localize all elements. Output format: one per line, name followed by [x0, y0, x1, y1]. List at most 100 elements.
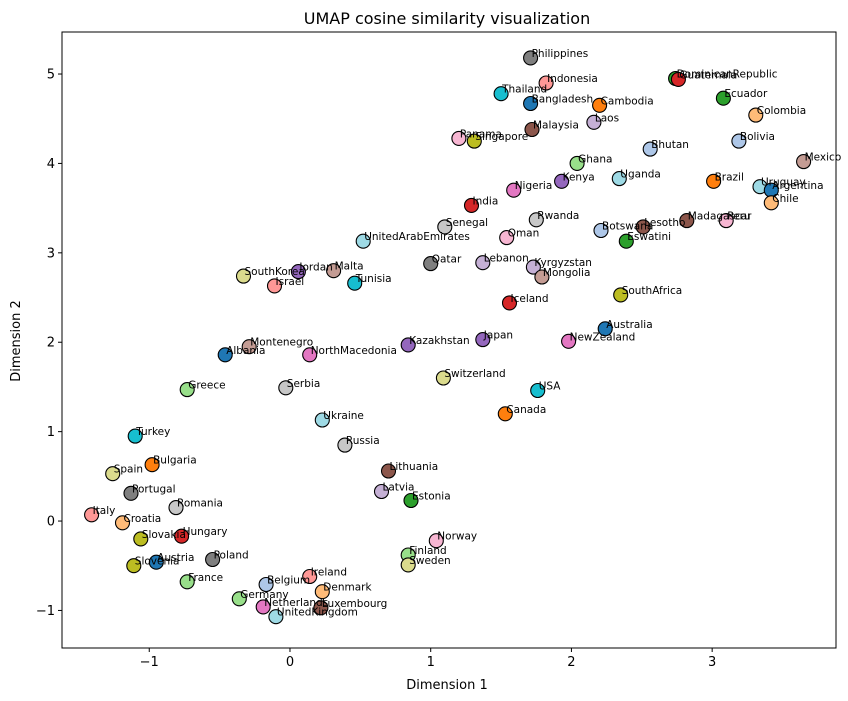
data-point-uganda [611, 171, 627, 187]
point-label-lebanon: Lebanon [484, 253, 529, 265]
data-point-nigeria [506, 182, 522, 198]
data-point-indonesia [538, 75, 554, 91]
data-point-bhutan [642, 141, 658, 157]
y-axis-label: Dimension 2 [9, 300, 24, 382]
point-label-bulgaria: Bulgaria [153, 455, 197, 467]
x-tick-label: 3 [708, 655, 716, 670]
point-label-portugal: Portugal [132, 483, 176, 495]
data-point-malta [326, 263, 342, 279]
point-label-botswana: Botswana [602, 221, 653, 233]
point-label-israel: Israel [276, 276, 305, 288]
data-point-bulgaria [144, 457, 160, 473]
point-label-peru: Peru [727, 211, 750, 223]
point-label-eswatini: Eswatini [627, 231, 671, 243]
data-point-austria [148, 554, 164, 570]
point-label-cambodia: Cambodia [601, 95, 654, 107]
y-tick-label: 2 [47, 336, 55, 351]
y-axis-ticks: −1 0 1 2 3 4 5 [36, 68, 62, 619]
data-point-estonia [403, 492, 419, 509]
y-tick-label: −1 [36, 604, 55, 619]
point-label-ukraine: Ukraine [323, 410, 364, 422]
data-point-malaysia [524, 121, 540, 138]
data-point-tunisia [347, 275, 363, 291]
data-point-lebanon [475, 255, 491, 271]
data-point-unitedkingdom [268, 609, 284, 625]
point-label-poland: Poland [214, 550, 249, 562]
point-label-uruguay: Uruguay [761, 177, 806, 189]
point-label-ireland: Ireland [311, 567, 347, 579]
data-point-switzerland [435, 370, 451, 386]
point-label-dominicanrepublic: DominicanRepublic [677, 69, 778, 81]
point-label-france: France [188, 572, 223, 584]
data-point-ecuador [715, 90, 731, 106]
point-label-denmark: Denmark [323, 582, 372, 594]
point-label-southafrica: SouthAfrica [622, 285, 682, 297]
point-label-unitedarabemirates: UnitedArabEmirates [364, 231, 470, 243]
data-point-unitedarabemirates [355, 233, 371, 249]
point-label-panama: Panama [460, 128, 502, 140]
point-label-hungary: Hungary [183, 526, 228, 538]
point-label-colombia: Colombia [757, 105, 806, 117]
point-label-greece: Greece [188, 380, 225, 392]
y-tick-label: 5 [47, 68, 55, 83]
point-label-india: India [473, 195, 499, 207]
x-tick-label: −1 [140, 655, 159, 670]
point-label-chile: Chile [772, 193, 798, 205]
data-point-spain [105, 466, 121, 482]
data-point-france [179, 574, 195, 590]
data-point-japan [475, 332, 491, 348]
point-label-spain: Spain [114, 464, 143, 476]
point-label-argentina: Argentina [772, 180, 823, 192]
data-point-colombia [748, 107, 764, 123]
data-point-netherlands [255, 599, 271, 615]
data-point-turkey [127, 428, 143, 444]
point-label-lithuania: Lithuania [390, 461, 439, 473]
data-point-jordan [290, 264, 306, 280]
point-label-usa: USA [539, 381, 562, 393]
point-label-montenegro: Montenegro [250, 337, 313, 349]
data-point-latvia [373, 483, 390, 500]
point-label-northmacedonia: NorthMacedonia [311, 345, 397, 357]
point-label-guatemala: Guatemala [679, 69, 737, 81]
data-point-botswana [593, 222, 609, 239]
data-point-qatar [423, 256, 439, 272]
point-label-austria: Austria [157, 552, 194, 564]
point-label-bolivia: Bolivia [740, 131, 775, 143]
data-point-australia [597, 321, 613, 337]
data-point-guatemala [670, 71, 686, 87]
point-label-finland: Finland [409, 545, 447, 557]
labels-layer: Philippines Indonesia DominicanRepublicGua… [93, 48, 842, 619]
data-point-montenegro [241, 339, 257, 355]
data-point-kyrgyzstan [525, 259, 541, 275]
point-label-singapore: Singapore [475, 131, 528, 143]
data-point-ghana [569, 155, 585, 171]
point-label-sweden: Sweden [409, 555, 451, 567]
data-point-mexico [796, 154, 812, 170]
data-point-laos [586, 114, 602, 130]
data-point-panama [451, 130, 467, 146]
data-point-rwanda [528, 212, 544, 228]
data-point-albania [217, 347, 233, 363]
data-point-portugal [123, 485, 139, 501]
data-point-belgium [258, 576, 274, 593]
data-point-denmark [314, 584, 330, 600]
point-label-brazil: Brazil [715, 171, 744, 183]
point-label-lesotho: Lesotho [644, 217, 685, 229]
point-label-turkey: Turkey [135, 426, 170, 438]
points-layer [84, 50, 812, 625]
y-tick-label: 0 [47, 515, 55, 530]
data-point-brazil [706, 173, 722, 189]
point-label-australia: Australia [606, 319, 652, 331]
point-label-belgium: Belgium [267, 575, 310, 587]
data-point-bolivia [731, 133, 747, 149]
data-point-chile [763, 195, 779, 211]
data-point-mongolia [534, 269, 550, 285]
data-point-madagascar [679, 213, 695, 229]
data-point-northmacedonia [302, 347, 318, 363]
point-label-oman: Oman [508, 228, 540, 240]
point-label-kenya: Kenya [563, 171, 595, 183]
data-point-usa [530, 382, 546, 399]
point-label-philippines: Philippines [532, 48, 589, 60]
data-point-lesotho [635, 219, 651, 235]
